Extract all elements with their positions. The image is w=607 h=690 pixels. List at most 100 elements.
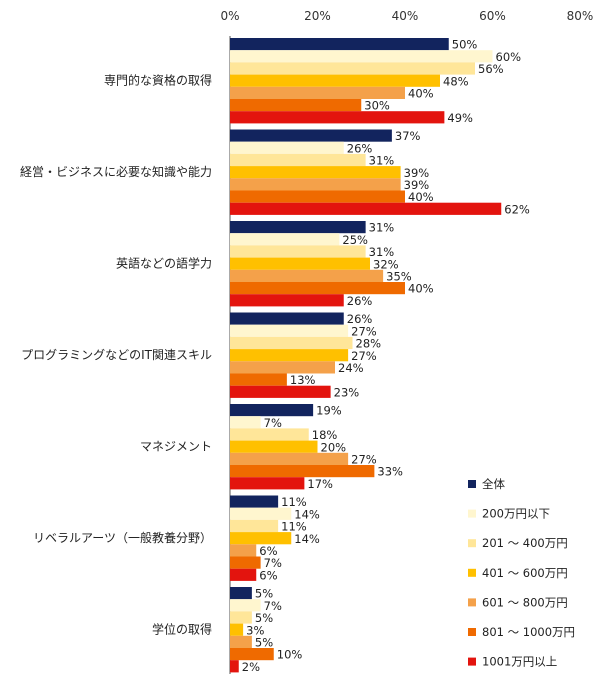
category-label: 英語などの語学力	[116, 256, 212, 271]
bar	[230, 477, 305, 490]
bar	[230, 86, 405, 99]
data-label: 26%	[347, 312, 373, 326]
bar	[230, 568, 257, 581]
bar	[230, 74, 440, 87]
bar	[230, 202, 502, 215]
data-label: 14%	[294, 507, 320, 521]
data-label: 19%	[316, 404, 342, 418]
bar	[230, 495, 279, 508]
bar	[230, 611, 252, 624]
x-tick-label: 40%	[392, 9, 419, 23]
bar	[230, 312, 344, 325]
legend-swatch	[468, 480, 476, 488]
data-label: 3%	[246, 623, 264, 637]
legend-swatch	[468, 568, 476, 577]
bar	[230, 587, 252, 600]
x-tick-label: 0%	[220, 9, 239, 23]
bar	[230, 373, 287, 386]
bar	[230, 294, 344, 307]
bar	[230, 62, 475, 75]
bar	[230, 385, 331, 398]
data-label: 6%	[259, 544, 277, 558]
bar	[230, 129, 392, 142]
category-label: 経営・ビジネスに必要な知識や能力	[20, 165, 212, 179]
data-label: 14%	[294, 532, 320, 546]
legend-swatch	[468, 598, 476, 607]
bar	[230, 361, 335, 374]
legend-swatch	[468, 628, 476, 636]
bar	[230, 623, 244, 636]
data-label: 7%	[264, 599, 282, 613]
bar	[230, 452, 349, 465]
bar	[230, 221, 366, 234]
data-label: 7%	[264, 556, 282, 570]
bar	[230, 660, 239, 673]
data-label: 35%	[386, 270, 412, 284]
data-label: 33%	[377, 465, 403, 479]
data-label: 40%	[408, 190, 434, 204]
data-label: 27%	[351, 349, 377, 363]
bar	[230, 349, 349, 362]
bar	[230, 166, 401, 179]
data-label: 2%	[242, 660, 260, 674]
bar	[230, 635, 252, 648]
data-label: 17%	[307, 477, 333, 491]
bar	[230, 38, 449, 51]
bar	[230, 336, 353, 350]
bar	[230, 507, 292, 520]
bar	[230, 648, 274, 661]
category-label: 学位の取得	[152, 622, 212, 637]
bar	[230, 544, 257, 557]
data-label: 32%	[373, 257, 399, 271]
bar	[230, 416, 261, 429]
data-label: 39%	[404, 178, 430, 192]
bar	[230, 428, 309, 441]
bar	[230, 99, 362, 112]
category-label: リベラルアーツ（一般教養分野）	[33, 530, 212, 545]
data-label: 28%	[356, 337, 382, 351]
bar	[230, 190, 405, 203]
data-label: 60%	[496, 50, 522, 64]
data-label: 6%	[259, 568, 277, 582]
data-label: 25%	[342, 233, 368, 247]
legend-label: 200万円以下	[482, 507, 550, 521]
legend-swatch	[468, 657, 476, 666]
bar	[230, 282, 405, 295]
data-label: 40%	[408, 282, 434, 296]
data-label: 27%	[351, 324, 377, 338]
legend-label: 1001万円以上	[482, 655, 557, 669]
data-label: 27%	[351, 453, 377, 467]
bar	[230, 404, 314, 417]
data-label: 26%	[347, 141, 373, 155]
data-label: 39%	[404, 166, 430, 180]
data-label: 23%	[334, 385, 360, 399]
bar	[230, 556, 261, 569]
data-label: 31%	[369, 221, 395, 235]
data-label: 62%	[504, 202, 530, 216]
data-label: 56%	[478, 62, 504, 76]
category-label: プログラミングなどのIT関連スキル	[21, 348, 212, 362]
data-label: 5%	[255, 587, 273, 601]
data-label: 26%	[347, 294, 373, 308]
bar	[230, 178, 401, 191]
data-label: 20%	[321, 440, 347, 454]
bar	[230, 440, 318, 453]
data-label: 40%	[408, 87, 434, 101]
bar	[230, 50, 493, 63]
bar	[230, 245, 366, 258]
data-label: 5%	[255, 636, 273, 650]
data-label: 48%	[443, 74, 469, 88]
data-label: 11%	[281, 520, 307, 534]
data-label: 37%	[395, 129, 421, 143]
legend-swatch	[468, 539, 476, 548]
data-label: 49%	[447, 111, 473, 125]
category-label: マネジメント	[140, 440, 212, 454]
bar	[230, 111, 445, 124]
x-tick-label: 80%	[567, 9, 594, 23]
bar	[230, 257, 370, 270]
data-label: 18%	[312, 428, 338, 442]
legend-label: 全体	[482, 477, 505, 491]
category-label: 専門的な資格の取得	[104, 73, 212, 88]
legend-label: 801 ～ 1000万円	[482, 625, 575, 639]
